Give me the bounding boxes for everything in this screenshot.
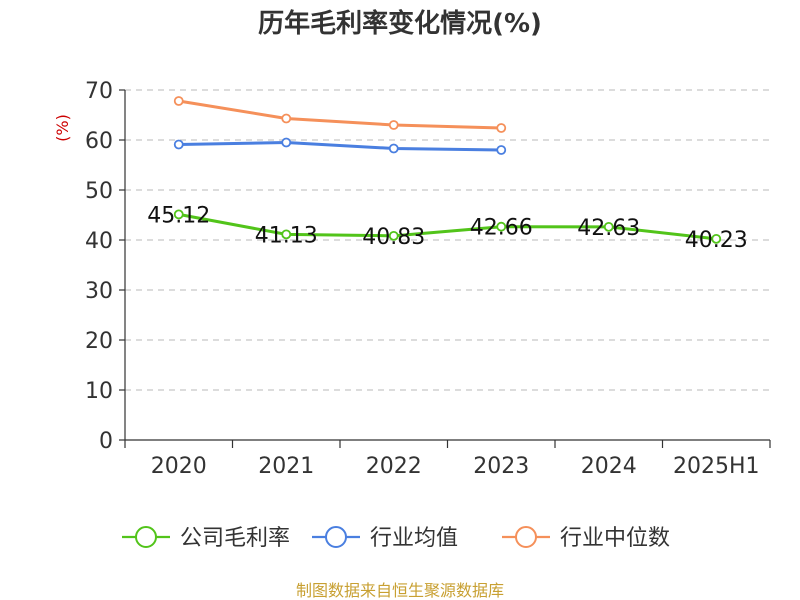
data-point: [603, 221, 614, 232]
legend-item-3[interactable]: 行业中位数: [502, 526, 670, 551]
legend-label: 行业中位数: [560, 526, 670, 551]
data-label: 40.23: [685, 228, 748, 253]
legend-label: 行业均值: [370, 526, 458, 551]
x-tick-label: 2021: [258, 454, 314, 479]
data-point: [281, 113, 292, 124]
legend[interactable]: 公司毛利率 行业均值 行业中位数: [122, 526, 670, 551]
series-line: [178, 212, 717, 241]
series-group: [173, 96, 722, 244]
data-point: [496, 123, 507, 133]
data-point: [173, 209, 184, 220]
y-tick-label: 70: [85, 79, 113, 104]
y-axis-unit-label: (%): [53, 114, 72, 142]
legend-item-2[interactable]: 行业均值: [312, 526, 458, 551]
x-tick-label: 2023: [473, 454, 529, 479]
legend-item-1[interactable]: 公司毛利率: [122, 526, 290, 551]
series-line: [178, 99, 502, 130]
y-tick-label: 40: [85, 229, 113, 254]
data-point: [173, 139, 184, 150]
axes: 0 10 20 30 40 50 60 70 2020 2021 2022 2023 2024 2025H…: [85, 79, 771, 479]
data-label: 42.66: [470, 216, 533, 241]
y-tick-label: 50: [85, 179, 113, 204]
legend-marker: [515, 526, 537, 548]
y-tick-label: 20: [85, 329, 113, 354]
data-point: [388, 143, 399, 154]
data-point: [173, 96, 184, 106]
data-point: [496, 221, 507, 232]
data-point: [496, 145, 507, 155]
series-1: [173, 209, 722, 244]
series-line: [178, 141, 502, 152]
data-label: 45.12: [147, 203, 210, 228]
x-tick-label: 2022: [366, 454, 422, 479]
series-2: [173, 137, 507, 155]
y-tick-label: 60: [85, 129, 113, 154]
data-point: [711, 233, 722, 244]
x-tick-label: 2020: [151, 454, 207, 479]
data-label: 41.13: [255, 223, 318, 248]
x-tick-label: 2024: [581, 454, 637, 479]
y-tick-label: 0: [99, 429, 113, 454]
grid-lines: [125, 89, 770, 391]
data-point: [281, 137, 292, 148]
data-labels: 45.12 41.13 40.83 42.66 42.63 40.23: [147, 203, 747, 252]
legend-label: 公司毛利率: [180, 526, 290, 551]
series-3: [173, 96, 507, 133]
data-label: 40.83: [362, 225, 425, 250]
source-note: 制图数据来自恒生聚源数据库: [296, 581, 504, 600]
data-point: [388, 230, 399, 241]
data-point: [281, 229, 292, 240]
y-tick-label: 30: [85, 279, 113, 304]
legend-marker: [325, 526, 347, 548]
y-tick-label: 10: [85, 379, 113, 404]
legend-marker: [135, 526, 157, 548]
data-point: [388, 120, 399, 130]
x-tick-label: 2025H1: [673, 454, 760, 479]
chart-title: 历年毛利率变化情况(%): [258, 8, 542, 39]
data-label: 42.63: [577, 216, 640, 241]
